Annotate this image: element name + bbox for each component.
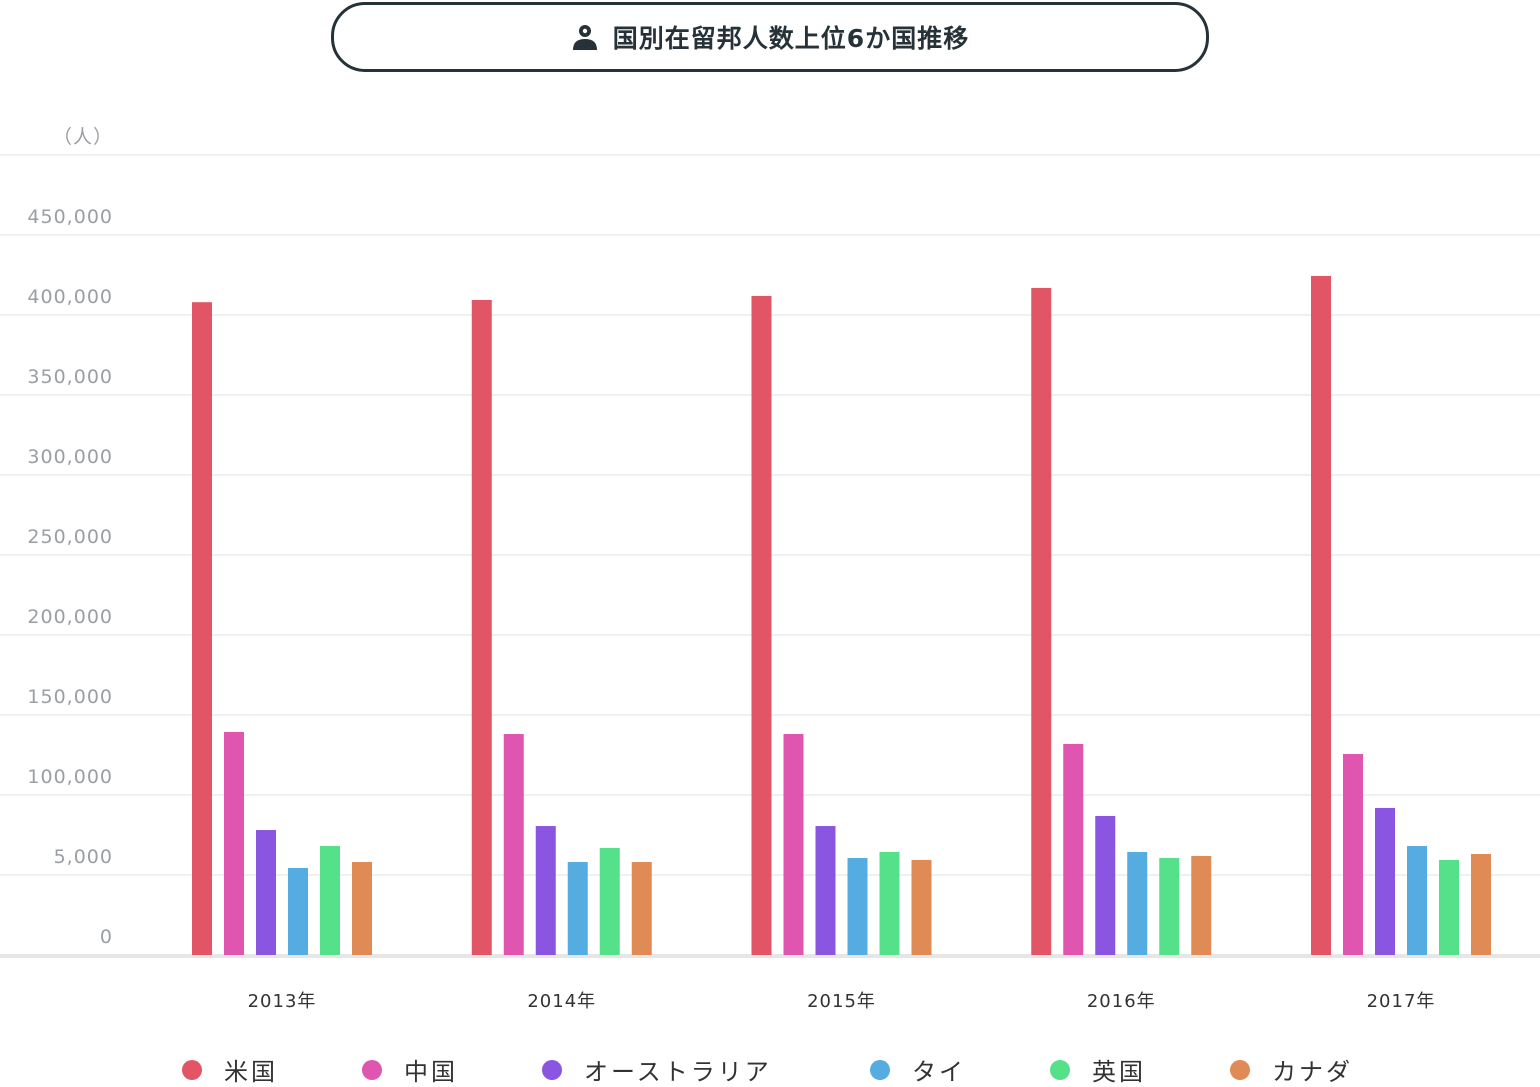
legend-label: タイ bbox=[912, 1058, 966, 1086]
bar-3-4 bbox=[1159, 858, 1180, 955]
bar-1-0 bbox=[471, 299, 492, 956]
x-tick-label: 2014年 bbox=[527, 991, 596, 1012]
bar-1-1 bbox=[503, 734, 524, 955]
y-tick-label: 150,000 bbox=[27, 686, 113, 708]
legend-label: 米国 bbox=[224, 1058, 278, 1086]
y-tick-label: 200,000 bbox=[27, 606, 113, 628]
x-tick-label: 2016年 bbox=[1087, 991, 1156, 1012]
legend: 米国 中国 オーストラリア タイ 英国 カナダ bbox=[0, 1052, 1540, 1087]
y-tick-label: 0 bbox=[100, 926, 113, 948]
bar-4-5 bbox=[1471, 854, 1491, 955]
y-axis-unit-label: （人） bbox=[53, 126, 113, 148]
x-tick-label: 2013年 bbox=[248, 991, 317, 1012]
chart-title-box: 国別在留邦人数上位6か国推移 bbox=[331, 2, 1209, 72]
legend-dot-icon bbox=[362, 1059, 382, 1080]
legend-item[interactable]: 中国 bbox=[362, 1052, 458, 1087]
bar-chart: （人） 0 5,000 100,000 150,000 200,000 250,000 300… bbox=[0, 126, 1540, 1012]
legend-item[interactable]: オーストラリア bbox=[542, 1052, 772, 1087]
legend-dot-icon bbox=[542, 1059, 562, 1080]
legend-dot-icon bbox=[182, 1059, 202, 1080]
bar-0-3 bbox=[288, 867, 308, 955]
y-tick-label: 100,000 bbox=[27, 766, 113, 788]
y-tick-label: 350,000 bbox=[27, 366, 113, 388]
legend-label: 英国 bbox=[1092, 1058, 1146, 1086]
bar-3-5 bbox=[1191, 855, 1212, 955]
bar-3-2 bbox=[1095, 815, 1116, 955]
y-tick-label: 5,000 bbox=[54, 846, 113, 868]
bar-2-4 bbox=[879, 851, 900, 955]
legend-label: カナダ bbox=[1272, 1058, 1353, 1086]
bar-4-2 bbox=[1375, 807, 1395, 955]
x-tick-label: 2017年 bbox=[1367, 991, 1436, 1012]
bar-1-3 bbox=[567, 862, 588, 955]
chart-title: 国別在留邦人数上位6か国推移 bbox=[612, 24, 970, 53]
legend-label: オーストラリア bbox=[584, 1058, 772, 1086]
y-tick-label: 400,000 bbox=[27, 286, 113, 308]
bar-3-3 bbox=[1127, 851, 1148, 955]
bar-4-3 bbox=[1407, 846, 1427, 955]
y-tick-label: 300,000 bbox=[27, 446, 113, 468]
bar-4-0 bbox=[1311, 275, 1331, 956]
bar-0-2 bbox=[256, 830, 276, 955]
bar-2-3 bbox=[847, 858, 868, 955]
bar-1-4 bbox=[599, 847, 620, 955]
bar-1-2 bbox=[535, 826, 556, 955]
legend-dot-icon bbox=[1230, 1059, 1250, 1080]
person-icon bbox=[572, 25, 597, 50]
bar-0-4 bbox=[320, 846, 340, 955]
bar-2-2 bbox=[815, 826, 836, 955]
bar-0-0 bbox=[192, 302, 212, 955]
legend-label: 中国 bbox=[404, 1058, 458, 1086]
legend-item[interactable]: 英国 bbox=[1050, 1052, 1146, 1087]
legend-dot-icon bbox=[870, 1059, 890, 1080]
y-tick-label: 250,000 bbox=[27, 526, 113, 548]
bar-0-5 bbox=[352, 862, 372, 955]
bar-2-1 bbox=[783, 734, 804, 955]
legend-item[interactable]: タイ bbox=[870, 1052, 966, 1087]
bar-4-1 bbox=[1343, 754, 1363, 955]
legend-item[interactable]: カナダ bbox=[1230, 1052, 1353, 1087]
bar-2-0 bbox=[751, 295, 772, 956]
x-tick-label: 2015年 bbox=[807, 991, 876, 1012]
bar-0-1 bbox=[224, 731, 244, 955]
bar-3-0 bbox=[1031, 287, 1052, 956]
y-tick-label: 450,000 bbox=[27, 206, 113, 228]
bar-3-1 bbox=[1063, 743, 1084, 955]
bar-2-5 bbox=[911, 859, 932, 955]
legend-item[interactable]: 米国 bbox=[182, 1052, 278, 1087]
bar-1-5 bbox=[631, 862, 652, 955]
legend-dot-icon bbox=[1050, 1059, 1070, 1080]
bar-4-4 bbox=[1439, 859, 1459, 955]
